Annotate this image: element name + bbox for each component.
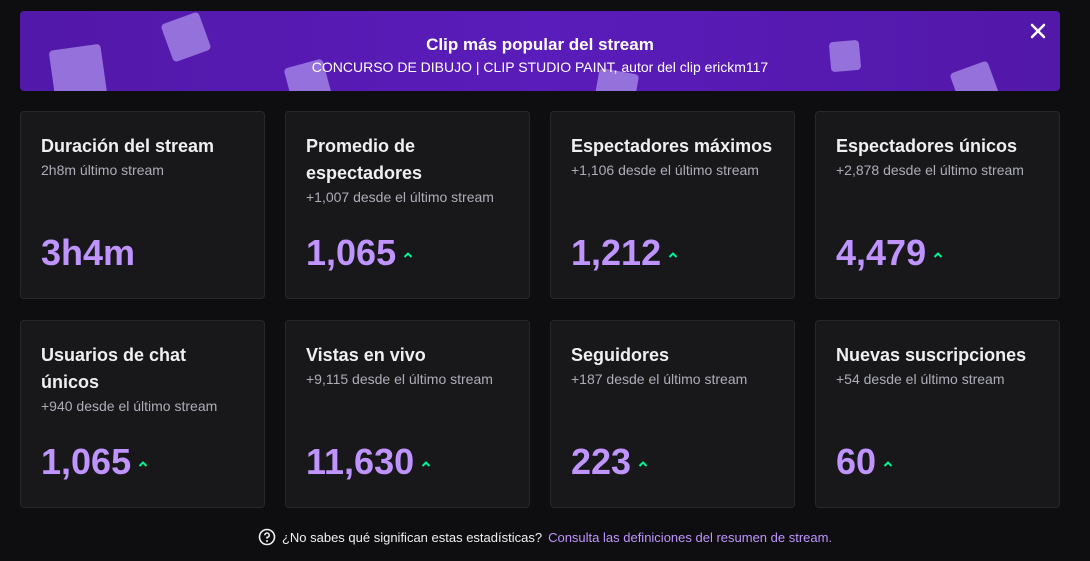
banner-subtitle: CONCURSO DE DIBUJO | CLIP STUDIO PAINT, … xyxy=(311,59,769,75)
stat-value: 60 xyxy=(836,441,877,482)
stat-value: 1,212 xyxy=(571,232,662,273)
stat-title: Promedio de espectadores xyxy=(306,136,423,183)
stat-title: Duración del stream xyxy=(41,136,215,156)
stat-value-row: 1,065 xyxy=(306,232,414,274)
stat-title: Seguidores xyxy=(571,345,670,365)
stat-card: Espectadores únicos +2,878 desde el últim… xyxy=(815,111,1060,299)
stat-card: Promedio de espectadores +1,007 desde el … xyxy=(285,111,530,299)
definitions-link[interactable]: Consulta las definiciones del resumen de… xyxy=(548,529,833,545)
stat-title: Vistas en vivo xyxy=(306,345,426,365)
stat-card: Vistas en vivo +9,115 desde el último str… xyxy=(285,320,530,508)
stat-value: 223 xyxy=(571,441,632,482)
stat-value-row: 3h4m xyxy=(41,232,135,274)
stat-title: Usuarios de chat únicos xyxy=(41,345,187,392)
stat-value: 3h4m xyxy=(41,232,136,273)
close-button[interactable] xyxy=(1026,19,1050,43)
stat-card: Nuevas suscripciones +54 desde el último … xyxy=(815,320,1060,508)
stat-value-row: 1,212 xyxy=(571,232,679,274)
stat-title: Espectadores máximos xyxy=(571,136,773,156)
footer: ¿No sabes qué significan estas estadísti… xyxy=(0,528,1090,546)
stat-title: Nuevas suscripciones xyxy=(836,345,1027,365)
stat-subtitle: +940 desde el último stream xyxy=(41,398,218,414)
trend-up-icon xyxy=(933,252,943,258)
trend-up-icon xyxy=(883,461,893,467)
trend-up-icon xyxy=(138,461,148,467)
stat-value-row: 1,065 xyxy=(41,441,149,483)
stat-value: 4,479 xyxy=(836,232,927,273)
stat-value: 1,065 xyxy=(306,232,397,273)
stat-card: Usuarios de chat únicos +940 desde el últ… xyxy=(20,320,265,508)
help-icon xyxy=(258,528,276,546)
stat-card: Espectadores máximos +1,106 desde el últi… xyxy=(550,111,795,299)
stat-value: 11,630 xyxy=(306,441,415,482)
trend-up-icon xyxy=(638,461,648,467)
stat-subtitle: +2,878 desde el último stream xyxy=(836,162,1024,178)
banner-title: Clip más popular del stream xyxy=(426,35,654,54)
clip-banner[interactable]: Clip más popular del stream CONCURSO DE … xyxy=(20,11,1060,91)
stat-subtitle: +9,115 desde el último stream xyxy=(306,371,493,387)
stat-value-row: 223 xyxy=(571,441,649,483)
stat-value: 1,065 xyxy=(41,441,132,482)
stat-value-row: 11,630 xyxy=(306,441,432,483)
stat-value-row: 60 xyxy=(836,441,894,483)
stat-card: Seguidores +187 desde el último stream 223 xyxy=(550,320,795,508)
stat-subtitle: +187 desde el último stream xyxy=(571,371,748,387)
stat-value-row: 4,479 xyxy=(836,232,944,274)
stat-subtitle: 2h8m último stream xyxy=(41,162,164,178)
stat-subtitle: +1,007 desde el último stream xyxy=(306,189,494,205)
stat-subtitle: +54 desde el último stream xyxy=(836,371,1005,387)
trend-up-icon xyxy=(668,252,678,258)
footer-question: ¿No sabes qué significan estas estadísti… xyxy=(281,529,543,545)
stat-subtitle: +1,106 desde el último stream xyxy=(571,162,759,178)
stat-title: Espectadores únicos xyxy=(836,136,1018,156)
stats-grid: Duración del stream 2h8m último stream 3h4… xyxy=(20,111,1060,508)
stat-card: Duración del stream 2h8m último stream 3h4… xyxy=(20,111,265,299)
trend-up-icon xyxy=(403,252,413,258)
trend-up-icon xyxy=(421,461,431,467)
